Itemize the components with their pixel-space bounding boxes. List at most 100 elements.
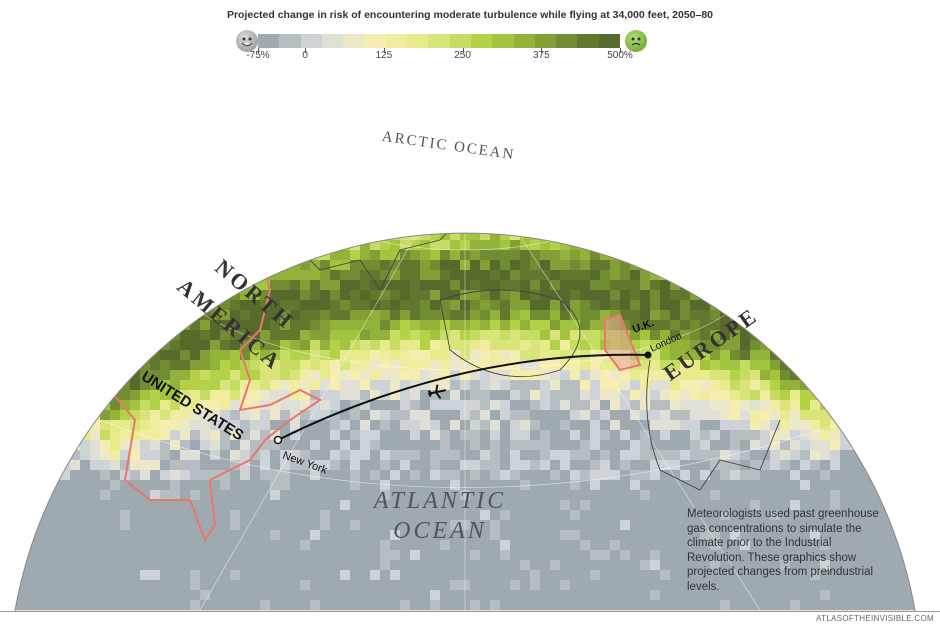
grid-cell <box>710 140 720 150</box>
grid-cell <box>40 550 50 560</box>
grid-cell <box>310 80 320 90</box>
grid-cell <box>840 380 850 390</box>
grid-cell <box>130 180 140 190</box>
grid-cell <box>870 210 880 220</box>
grid-cell <box>810 130 820 140</box>
grid-cell <box>680 370 690 380</box>
grid-cell <box>110 280 120 290</box>
grid-cell <box>540 160 550 170</box>
grid-cell <box>880 160 890 170</box>
grid-cell <box>510 190 520 200</box>
grid-cell <box>910 320 916 330</box>
grid-cell <box>480 70 490 80</box>
grid-cell <box>190 500 200 510</box>
grid-cell <box>390 240 400 250</box>
grid-cell <box>60 160 70 170</box>
grid-cell <box>510 570 520 580</box>
grid-cell <box>580 270 590 280</box>
grid-cell <box>670 310 680 320</box>
grid-cell <box>540 260 550 270</box>
grid-cell <box>530 320 540 330</box>
grid-cell <box>700 540 710 550</box>
grid-cell <box>30 340 40 350</box>
grid-cell <box>90 130 100 140</box>
grid-cell <box>890 560 900 570</box>
grid-cell <box>140 200 150 210</box>
grid-cell <box>800 250 810 260</box>
grid-cell <box>200 260 210 270</box>
grid-cell <box>550 390 560 400</box>
grid-cell <box>490 110 500 120</box>
grid-cell <box>360 240 370 250</box>
grid-cell <box>50 70 60 80</box>
grid-cell <box>650 170 660 180</box>
grid-cell <box>510 510 520 520</box>
grid-cell <box>930 200 940 210</box>
grid-cell <box>380 310 390 320</box>
grid-cell <box>680 380 690 390</box>
grid-cell <box>340 560 350 570</box>
grid-cell <box>900 300 910 310</box>
grid-cell <box>720 590 730 600</box>
grid-cell <box>790 430 800 440</box>
grid-cell <box>480 520 490 530</box>
grid-cell <box>850 220 860 230</box>
grid-cell <box>250 400 260 410</box>
grid-cell <box>450 70 460 80</box>
grid-cell <box>870 560 880 570</box>
grid-cell <box>800 490 810 500</box>
grid-cell <box>860 270 870 280</box>
grid-cell <box>260 560 270 570</box>
grid-cell <box>160 440 170 450</box>
grid-cell <box>930 420 940 430</box>
grid-cell <box>280 70 290 80</box>
grid-cell <box>610 210 620 220</box>
grid-cell <box>60 150 70 160</box>
grid-cell <box>80 320 90 330</box>
grid-cell <box>140 250 150 260</box>
grid-cell <box>290 350 300 360</box>
grid-cell <box>760 410 770 420</box>
grid-cell <box>480 100 490 110</box>
grid-cell <box>210 170 220 180</box>
grid-cell <box>660 170 670 180</box>
grid-cell <box>760 80 770 90</box>
grid-cell <box>350 300 360 310</box>
grid-cell <box>390 120 400 130</box>
grid-cell <box>40 280 50 290</box>
grid-cell <box>110 300 120 310</box>
grid-cell <box>490 430 500 440</box>
grid-cell <box>760 160 770 170</box>
grid-cell <box>180 490 190 500</box>
grid-cell <box>300 580 310 590</box>
grid-cell <box>260 280 270 290</box>
grid-cell <box>790 490 800 500</box>
grid-cell <box>360 590 370 600</box>
grid-cell <box>510 70 520 80</box>
grid-cell <box>830 430 840 440</box>
grid-cell <box>580 540 590 550</box>
grid-cell <box>560 330 570 340</box>
grid-cell <box>700 430 710 440</box>
grid-cell <box>620 170 630 180</box>
grid-cell <box>420 560 430 570</box>
grid-cell <box>470 260 480 270</box>
grid-cell <box>320 310 330 320</box>
grid-cell <box>730 430 740 440</box>
grid-cell <box>150 520 160 530</box>
grid-cell <box>650 100 660 110</box>
grid-cell <box>710 580 720 590</box>
grid-cell <box>930 70 940 80</box>
grid-cell <box>860 100 870 110</box>
grid-cell <box>150 390 160 400</box>
grid-cell <box>330 450 340 460</box>
grid-cell <box>210 340 220 350</box>
grid-cell <box>380 420 390 430</box>
grid-cell <box>180 80 190 90</box>
grid-cell <box>180 110 190 120</box>
grid-cell <box>780 233 790 240</box>
grid-cell <box>370 500 380 510</box>
grid-cell <box>710 560 720 570</box>
grid-cell <box>30 390 40 400</box>
grid-cell <box>740 330 750 340</box>
